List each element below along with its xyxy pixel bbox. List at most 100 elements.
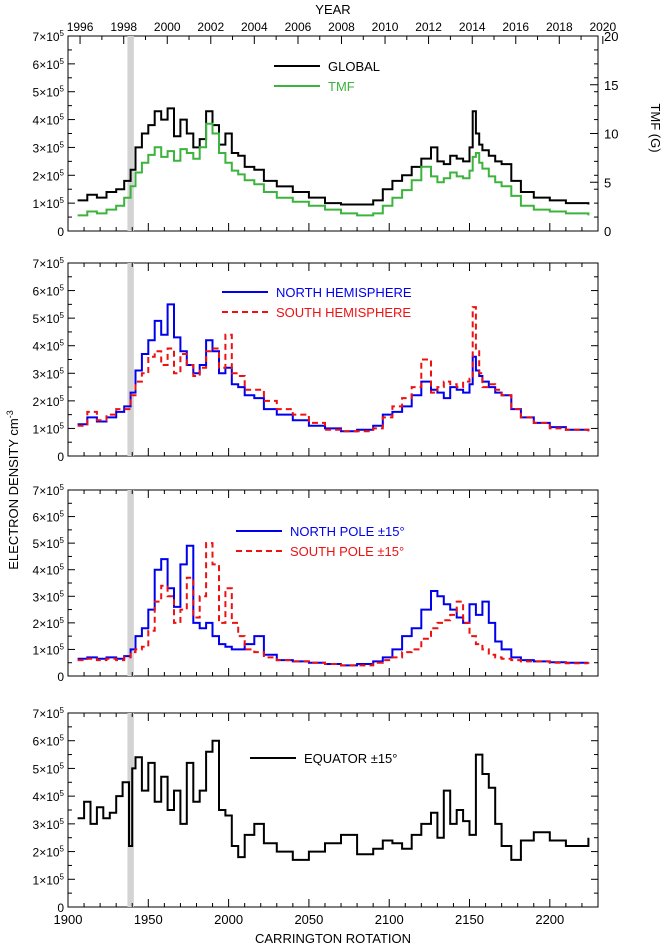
y-tick-label-exponent: 5 (60, 29, 65, 38)
y-tick-label-mantissa: 5×10 (33, 537, 60, 551)
y-tick-label: 6×105 (33, 284, 65, 299)
y-tick-label-mantissa: 2×10 (33, 617, 60, 631)
y-tick-label-mantissa: 1×10 (33, 643, 60, 657)
y-tick-label: 7×105 (33, 256, 65, 271)
cr-tick-label: 2100 (375, 912, 404, 927)
y-tick-label: 1×105 (33, 196, 65, 211)
y-tick-label-mantissa: 7×10 (33, 30, 60, 44)
y-axis-title-exponent: -3 (5, 410, 15, 418)
y-tick-label-mantissa: 6×10 (33, 58, 60, 72)
y-tick-label-exponent: 5 (60, 421, 65, 430)
y-tick-label-exponent: 5 (60, 536, 65, 545)
y-tick-label: 0 (57, 670, 64, 684)
y-tick-label-mantissa: 6×10 (33, 285, 60, 299)
y-tick-label-exponent: 5 (60, 642, 65, 651)
year-tick-label: 1998 (110, 20, 137, 34)
cr-tick-label: 2050 (294, 912, 323, 927)
tmf-tick-label: 20 (604, 29, 618, 44)
y-tick-label-mantissa: 0 (57, 901, 64, 915)
y-tick-label: 5×105 (33, 311, 65, 326)
y-tick-label-exponent: 5 (60, 817, 65, 826)
panel-frame-3 (67, 489, 599, 677)
y-tick-label-exponent: 5 (60, 168, 65, 177)
y-tick-label: 1×105 (33, 421, 65, 436)
series-line-equator-15- (77, 739, 590, 861)
y-tick-label: 4×105 (33, 113, 65, 128)
year-tick-label: 2012 (415, 20, 442, 34)
y-tick-label-mantissa: 4×10 (33, 114, 60, 128)
series-line-tmf (77, 122, 590, 217)
y-tick-label-mantissa: 5×10 (33, 86, 60, 100)
y-tick-label-mantissa: 1×10 (33, 422, 60, 436)
y-axis-title: ELECTRON DENSITY cm-3 (5, 410, 21, 569)
y-tick-label-mantissa: 0 (57, 450, 64, 464)
y-tick-label-exponent: 5 (60, 394, 65, 403)
y-tick-label-exponent: 5 (60, 339, 65, 348)
y-tick-label: 7×105 (33, 483, 65, 498)
y-tick-label-exponent: 5 (60, 510, 65, 519)
y-tick-label: 0 (57, 225, 64, 239)
y-tick-label-mantissa: 7×10 (33, 707, 60, 721)
y-tick-label: 2×105 (33, 616, 65, 631)
y-tick-label-exponent: 5 (60, 113, 65, 122)
legend-label: TMF (328, 79, 355, 94)
y-tick-label: 7×105 (33, 29, 65, 44)
y-tick-label-mantissa: 2×10 (33, 169, 60, 183)
y-tick-label-mantissa: 4×10 (33, 790, 60, 804)
cr-tick-label: 1900 (54, 912, 83, 927)
y-tick-label-mantissa: 2×10 (33, 395, 60, 409)
tmf-tick-label: 0 (604, 224, 611, 239)
legend-label: SOUTH POLE ±15° (290, 544, 404, 559)
y-tick-label-mantissa: 0 (57, 670, 64, 684)
axis-ticks: 01×1052×1053×1054×1055×1056×1057×10501×1… (33, 20, 619, 927)
year-tick-label: 2002 (197, 20, 224, 34)
legend-label: SOUTH HEMISPHERE (276, 305, 411, 320)
y-tick-label: 3×105 (33, 589, 65, 604)
y-tick-label-mantissa: 3×10 (33, 367, 60, 381)
cr-tick-label: 1950 (134, 912, 163, 927)
y-tick-label-exponent: 5 (60, 196, 65, 205)
y-tick-label-exponent: 5 (60, 845, 65, 854)
year-tick-label: 2018 (546, 20, 573, 34)
y-tick-label: 5×105 (33, 536, 65, 551)
y-tick-label: 6×105 (33, 57, 65, 72)
year-tick-label: 2000 (154, 20, 181, 34)
y-tick-label-exponent: 5 (60, 789, 65, 798)
y-tick-label: 1×105 (33, 872, 65, 887)
y-tick-label-mantissa: 7×10 (33, 484, 60, 498)
y-tick-label-mantissa: 5×10 (33, 312, 60, 326)
year-tick-label: 2014 (459, 20, 486, 34)
y-tick-label: 5×105 (33, 761, 65, 776)
cr-tick-label: 2150 (455, 912, 484, 927)
y-tick-label-mantissa: 6×10 (33, 511, 60, 525)
y-tick-label: 4×105 (33, 563, 65, 578)
y-tick-label: 3×105 (33, 366, 65, 381)
shaded-bands (127, 36, 134, 907)
year-tick-label: 2008 (328, 20, 355, 34)
cr-tick-label: 2200 (535, 912, 564, 927)
y-tick-label-exponent: 5 (60, 311, 65, 320)
y-tick-label: 2×105 (33, 168, 65, 183)
y-tick-label-exponent: 5 (60, 872, 65, 881)
y-tick-label: 0 (57, 450, 64, 464)
y-tick-label-mantissa: 3×10 (33, 590, 60, 604)
shaded-band-panel-3 (127, 490, 134, 676)
y-tick-label-mantissa: 0 (57, 225, 64, 239)
y-tick-label-exponent: 5 (60, 483, 65, 492)
y-tick-label-exponent: 5 (60, 616, 65, 625)
shaded-band-panel-2 (127, 263, 134, 456)
year-tick-label: 2010 (372, 20, 399, 34)
panel-frame-4 (67, 712, 599, 908)
tmf-tick-label: 10 (604, 127, 618, 142)
y-tick-label-mantissa: 2×10 (33, 846, 60, 860)
y-tick-label: 3×105 (33, 817, 65, 832)
y-tick-label-exponent: 5 (60, 85, 65, 94)
legend-label: NORTH POLE ±15° (290, 524, 405, 539)
legend-label: GLOBAL (328, 59, 380, 74)
y-tick-label-mantissa: 3×10 (33, 818, 60, 832)
y-tick-label-exponent: 5 (60, 563, 65, 572)
legend-label: EQUATOR ±15° (304, 751, 398, 766)
tmf-tick-label: 15 (604, 78, 618, 93)
y-tick-label: 5×105 (33, 85, 65, 100)
